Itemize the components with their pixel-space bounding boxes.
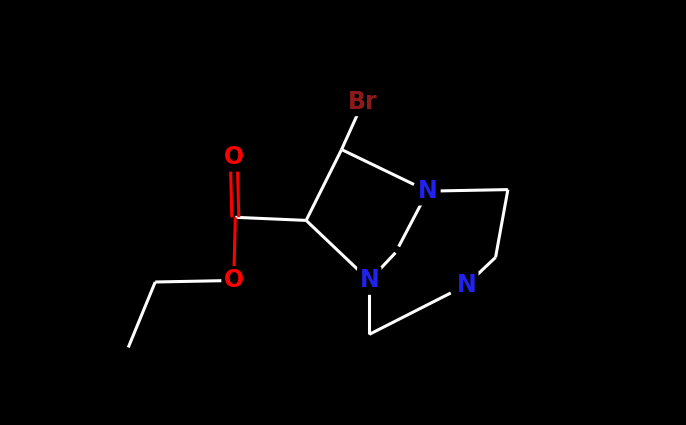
Text: N: N <box>418 179 438 203</box>
Text: O: O <box>224 145 244 169</box>
Text: O: O <box>224 269 244 292</box>
Text: N: N <box>456 273 476 297</box>
Text: N: N <box>359 269 379 292</box>
Text: Br: Br <box>348 90 378 114</box>
